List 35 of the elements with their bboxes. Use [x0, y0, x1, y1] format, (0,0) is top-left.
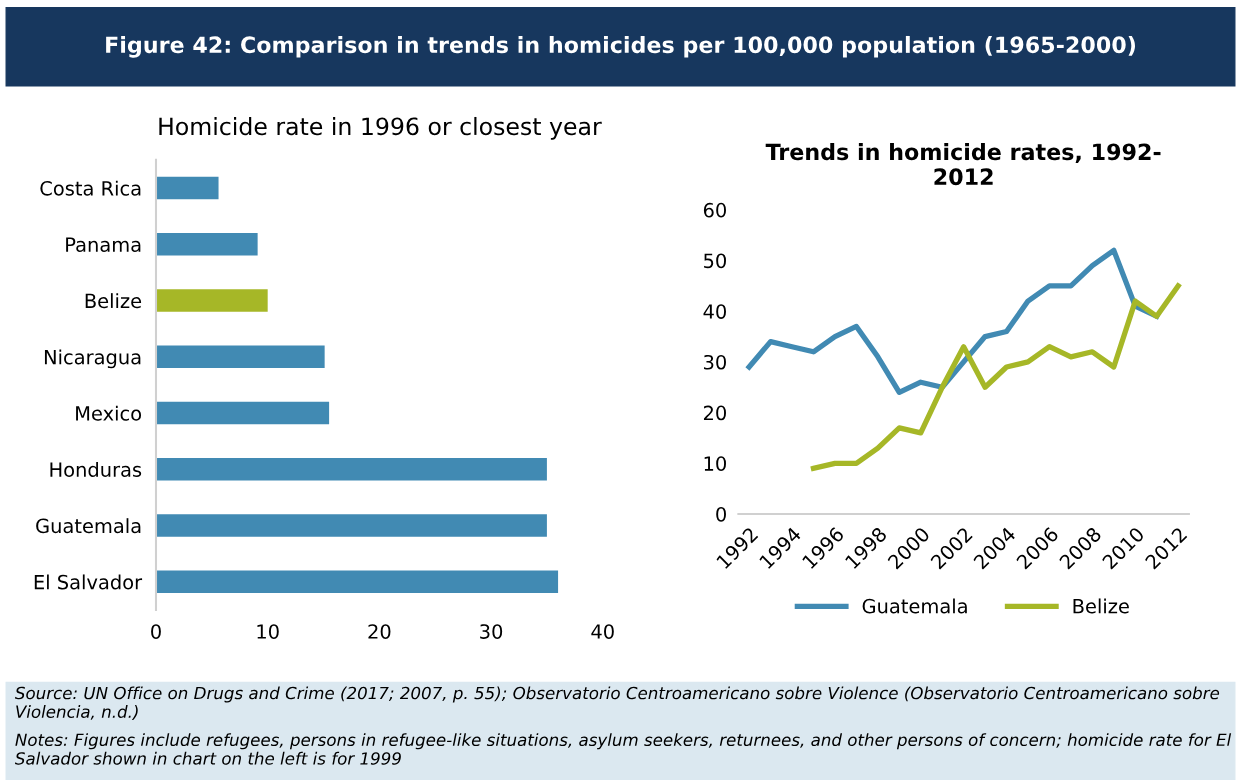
bar — [155, 345, 325, 369]
caption: Figure 42: Comparison in trends in homicides per 100,000 population (1965-2000) — [106, 35, 1136, 58]
y-tick-label: El Salvador — [34, 574, 143, 590]
y-tick-label: Honduras — [50, 461, 142, 477]
x-tick-label: 30 — [480, 624, 503, 639]
y-tick-label: Costa Rica — [40, 180, 141, 196]
bar — [155, 176, 219, 200]
y-tick-label: Belize — [85, 293, 142, 309]
bar — [155, 401, 330, 425]
y-tick-label: 50 — [704, 253, 726, 269]
legend-label: Guatemala — [862, 598, 967, 614]
x-tick-label: 0 — [151, 624, 161, 639]
y-tick-label: 20 — [703, 405, 726, 421]
bar — [155, 458, 547, 481]
y-tick-label: Mexico — [76, 405, 142, 421]
y-tick-label: 40 — [703, 304, 726, 319]
y-tick-label: Guatemala — [36, 518, 141, 534]
chart-title: Trends in homicide rates, 1992- 2012 — [765, 143, 1161, 186]
y-tick-label: 60 — [703, 202, 726, 218]
text: Notes: Figures include refugees, persons in refugee-like situations, asylum seekers, returnees, and other persons of concern; homicide rate for El Salvador shown in chart on the left is for 1999 — [14, 733, 1232, 765]
bar — [155, 233, 258, 256]
x-tick-label: 20 — [368, 624, 391, 639]
bar — [155, 570, 559, 594]
chart-title: Homicide rate in 1996 or closest year — [159, 116, 602, 140]
y-tick-label: 0 — [716, 506, 726, 522]
bar — [155, 514, 547, 537]
x-tick-label: 40 — [591, 624, 614, 639]
x-tick-label: 10 — [257, 624, 279, 639]
source-note: Source: UN Office on Drugs and Crime (2017; 2007, p. 55); Observatorio Centroamericano sobre Violence (Observatorio Centroamericano sobre Violencia, n.d.) — [14, 686, 1220, 720]
y-tick-label: 10 — [704, 456, 726, 471]
y-tick-label: Panama — [66, 237, 141, 252]
bar — [155, 289, 268, 312]
legend-label: Belize — [1073, 598, 1129, 614]
y-tick-label: Nicaragua — [44, 349, 141, 369]
y-tick-label: 30 — [704, 354, 726, 370]
